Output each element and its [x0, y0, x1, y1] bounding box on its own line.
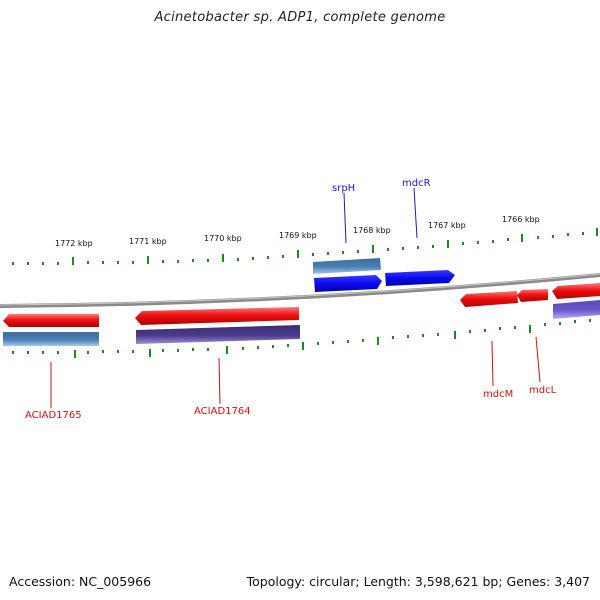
srpH-leader: [343, 192, 347, 244]
ruler-tick-1768: [372, 245, 374, 253]
map-title: Acinetobacter sp. ADP1, complete genome: [154, 10, 446, 25]
gene-label-ACIAD1764[interactable]: ACIAD1764: [194, 406, 251, 417]
ruler-label-1772: 1772 kbp: [55, 239, 93, 248]
accession-text: Accession: NC_005966: [9, 574, 152, 589]
gene-right-edge-red[interactable]: [552, 283, 600, 299]
cds-ACIAD1764-track[interactable]: [136, 325, 300, 344]
ruler-label-1771: 1771 kbp: [129, 237, 167, 246]
genome-backbone: [0, 273, 600, 308]
gene-label-mdcL[interactable]: mdcL: [529, 385, 557, 396]
gene-label-mdcM[interactable]: mdcM: [483, 389, 513, 400]
ruler-tick-1771: [147, 256, 149, 264]
ruler-tick-1767: [447, 240, 449, 248]
gene-ACIAD1765[interactable]: [3, 314, 99, 327]
ruler-tick-1765: [596, 228, 598, 236]
ruler-tick-1772: [72, 257, 74, 265]
upper-ruler-ticks: [72, 228, 598, 265]
ruler-tick-1770: [222, 254, 224, 262]
ruler-tick-1766: [521, 234, 523, 242]
gene-mdcM[interactable]: [460, 291, 518, 307]
gene-mdcL[interactable]: [517, 289, 548, 302]
genome-backbone-highlight: [0, 273, 600, 306]
gene-label-srpH[interactable]: srpH: [332, 183, 355, 194]
upper-ruler-dots: [12, 232, 584, 265]
lower-ruler-dots: [12, 319, 591, 354]
ruler-label-1770: 1770 kbp: [204, 234, 242, 243]
ruler-label-1767: 1767 kbp: [428, 221, 466, 230]
gene-label-mdcR[interactable]: mdcR: [402, 178, 431, 189]
lower-ruler-ticks: [74, 325, 531, 358]
topology-text: Topology: circular; Length: 3,598,621 bp…: [246, 574, 590, 589]
mdcR-leader: [413, 187, 418, 239]
cds-srpH-track[interactable]: [313, 258, 381, 274]
cds-ACIAD1765-track[interactable]: [3, 332, 99, 346]
ruler-label-1769: 1769 kbp: [279, 231, 317, 240]
mdcL-leader: [535, 336, 541, 383]
ACIAD1764-leader: [218, 357, 221, 405]
gene-srpH[interactable]: [314, 275, 382, 292]
gene-ACIAD1764[interactable]: [135, 307, 299, 325]
gene-mdcR[interactable]: [385, 270, 455, 286]
gene-label-ACIAD1765[interactable]: ACIAD1765: [25, 410, 82, 421]
ruler-label-1768: 1768 kbp: [353, 226, 391, 235]
cds-right-edge-lavender[interactable]: [553, 300, 600, 319]
ruler-tick-1769: [297, 250, 299, 258]
mdcM-leader: [491, 340, 494, 387]
ruler-label-1766: 1766 kbp: [502, 215, 540, 224]
